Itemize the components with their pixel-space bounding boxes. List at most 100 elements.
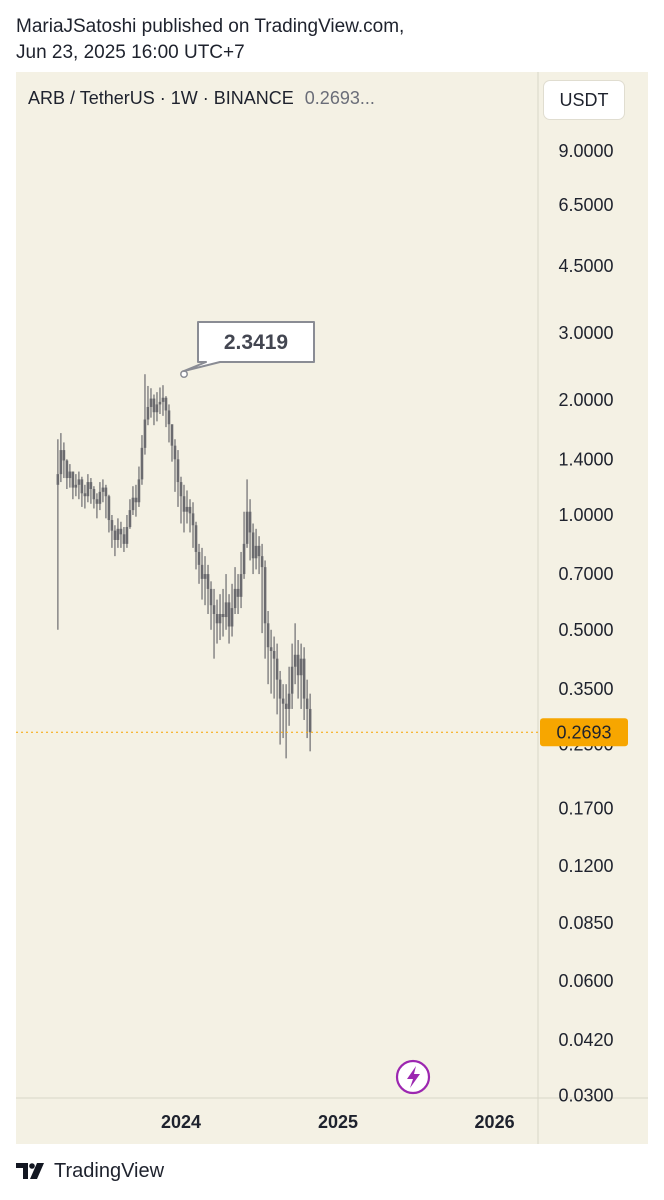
candle-body <box>233 588 237 609</box>
last-price-label: 0.2693 <box>556 722 611 742</box>
candle <box>116 518 120 548</box>
candle <box>122 527 126 552</box>
candle-body <box>158 401 162 405</box>
candle <box>209 581 213 630</box>
lightning-icon[interactable] <box>395 1059 431 1095</box>
candle-body <box>104 487 108 497</box>
candle-body <box>182 496 186 512</box>
candle <box>308 693 312 752</box>
candle-body <box>92 489 96 500</box>
candle <box>239 551 243 609</box>
candle-body <box>242 543 246 575</box>
candle <box>215 599 219 644</box>
candle-body <box>155 404 159 413</box>
tradingview-brand: TradingView <box>54 1159 165 1182</box>
candle-body <box>221 614 225 618</box>
candle <box>143 374 147 455</box>
symbol-title[interactable]: ARB / TetherUS · 1W · BINANCE 0.2693... <box>28 88 375 108</box>
candle <box>173 439 177 492</box>
y-tick-label: 0.7000 <box>558 564 613 584</box>
candle-body <box>302 658 306 699</box>
candle-body <box>179 482 183 497</box>
candle <box>206 564 210 615</box>
candle <box>176 450 180 507</box>
y-tick-label: 1.4000 <box>558 449 613 469</box>
candle-body <box>161 397 165 402</box>
candle-body <box>209 588 213 606</box>
candle-body <box>98 491 102 504</box>
x-tick-label: 2025 <box>318 1112 358 1132</box>
candle <box>89 478 93 504</box>
candle <box>137 466 141 507</box>
candle <box>191 502 195 548</box>
candle-body <box>80 479 84 494</box>
y-tick-label: 0.3500 <box>558 679 613 699</box>
candle-body <box>125 527 129 544</box>
candle <box>299 643 303 709</box>
publisher-line: MariaJSatoshi published on TradingView.c… <box>16 16 405 37</box>
interval-label: 1W <box>170 88 198 108</box>
candle-body <box>272 650 276 659</box>
candle <box>62 442 66 479</box>
candle-body <box>200 564 204 579</box>
candle-body <box>83 493 87 497</box>
candle-body <box>212 605 216 615</box>
high-callout-label: 2.3419 <box>224 331 288 354</box>
candle-body <box>194 525 198 552</box>
candle-body <box>248 511 252 533</box>
candle-body <box>176 459 180 483</box>
candle <box>182 484 186 533</box>
y-tick-label: 0.5000 <box>558 620 613 640</box>
candle <box>203 556 207 606</box>
candle <box>194 521 198 570</box>
candle-body <box>245 511 249 544</box>
candle <box>263 560 267 659</box>
price-chart[interactable]: 13.00009.00006.50004.50003.00002.00001.4… <box>16 72 648 1144</box>
candle-body <box>131 497 135 511</box>
candle <box>233 567 237 615</box>
candle-body <box>167 410 171 425</box>
y-tick-label: 0.1200 <box>558 856 613 876</box>
candle-body <box>146 406 150 420</box>
chart-panel[interactable]: 13.00009.00006.50004.50003.00002.00001.4… <box>16 72 648 1144</box>
candle <box>293 623 297 685</box>
candle-body <box>128 510 132 528</box>
candle <box>107 494 111 533</box>
candle <box>197 543 201 584</box>
candle-body <box>236 588 240 597</box>
candle <box>131 486 135 515</box>
candle <box>101 479 105 503</box>
y-tick-label: 3.0000 <box>558 323 613 343</box>
title-price: 0.2693... <box>304 88 375 108</box>
candle-body <box>65 460 69 479</box>
candle-body <box>218 614 222 624</box>
candle-body <box>137 479 141 503</box>
x-tick-label: 2024 <box>161 1112 201 1132</box>
candle <box>236 574 240 615</box>
candle <box>179 476 183 524</box>
y-tick-label: 0.0850 <box>558 913 613 933</box>
candle <box>56 439 60 630</box>
candle-body <box>188 506 192 514</box>
candle <box>266 611 270 685</box>
candle-body <box>110 520 114 531</box>
candle <box>77 471 81 500</box>
tradingview-logo-icon <box>16 1163 44 1179</box>
candle <box>86 474 90 503</box>
candle-body <box>308 708 312 733</box>
candle <box>152 394 156 426</box>
candle <box>188 499 192 533</box>
candle <box>221 588 225 637</box>
candle-body <box>173 445 177 460</box>
candle-body <box>227 602 231 627</box>
candle-body <box>71 471 75 488</box>
candle <box>113 525 117 557</box>
candle-body <box>185 506 189 512</box>
candle-body <box>143 419 147 448</box>
candle-body <box>275 658 279 680</box>
currency-button[interactable]: USDT <box>544 81 624 119</box>
y-tick-label: 2.0000 <box>558 390 613 410</box>
candle <box>284 684 288 759</box>
candle <box>296 640 300 699</box>
candle-body <box>113 530 117 540</box>
